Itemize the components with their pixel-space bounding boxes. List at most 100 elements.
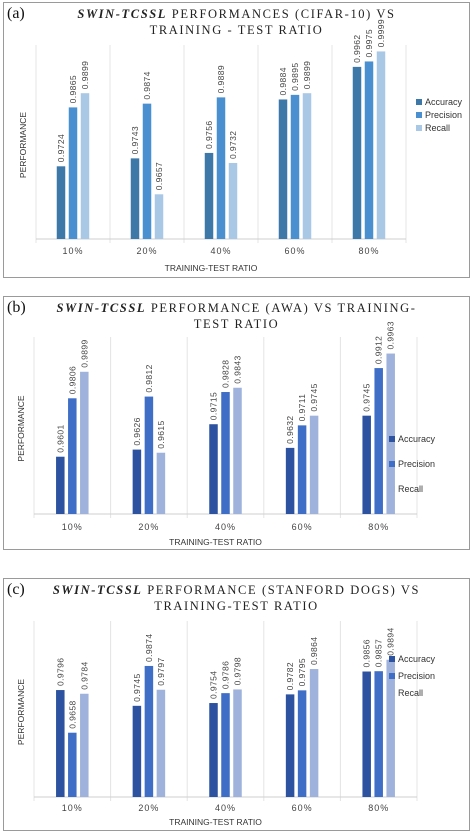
data-label: 0.9894	[386, 627, 396, 655]
bar	[376, 51, 386, 239]
bar	[290, 94, 300, 239]
bar	[386, 659, 395, 797]
data-label: 0.9782	[285, 662, 295, 690]
data-label: 0.9798	[233, 657, 243, 685]
legend-label: Accuracy	[398, 434, 436, 444]
panel-label: (c)	[7, 581, 25, 598]
bar	[302, 93, 312, 239]
legend-label: Precision	[425, 110, 462, 120]
bar	[144, 396, 154, 514]
chart-panel-stanford-dogs: (c) SWIN-TCSSL PERFORMANCE (STANFORD DOG…	[3, 578, 470, 831]
y-axis-title: PERFORMANCE	[16, 395, 26, 461]
data-label: 0.9895	[290, 62, 300, 90]
legend-label: Accuracy	[398, 654, 436, 664]
chart-title: SWIN-TCSSL PERFORMANCE (STANFORD DOGS) V…	[44, 582, 429, 614]
bar	[132, 449, 142, 514]
legend-label: Recall	[398, 688, 423, 698]
legend-swatch	[416, 112, 422, 118]
data-label: 0.9745	[362, 383, 372, 411]
legend-label: Precision	[398, 459, 435, 469]
bar	[68, 107, 78, 240]
legend-swatch	[389, 461, 395, 467]
bar	[142, 103, 152, 239]
x-tick-label: 60%	[292, 803, 313, 813]
data-label: 0.9784	[79, 661, 89, 689]
data-label: 0.9874	[142, 71, 152, 99]
data-label: 0.9745	[309, 383, 319, 411]
bar	[80, 693, 89, 797]
data-label: 0.9615	[156, 420, 166, 448]
legend-swatch	[389, 436, 395, 442]
panel-label: (a)	[7, 5, 25, 22]
data-label: 0.9857	[374, 639, 384, 667]
data-label: 0.9601	[55, 424, 65, 452]
x-axis-title: TRAINING-TEST RATIO	[169, 537, 262, 547]
data-label: 0.9828	[221, 360, 231, 388]
data-label: 0.9657	[154, 162, 164, 190]
chart-panel-awa: (b) SWIN-TCSSL PERFORMANCE (AWA) VS TRAI…	[3, 296, 470, 550]
data-label: 0.9724	[56, 134, 66, 162]
data-label: 0.9754	[209, 671, 219, 699]
chart-panel-cifar10: (a) SWIN-TCSSL PERFORMANCES (CIFAR-10) V…	[3, 2, 470, 278]
chart-title-line2: TRAINING - TEST RATIO	[149, 23, 324, 37]
bar-chart: 0.97240.98650.989910%0.97430.98740.96572…	[18, 19, 463, 273]
data-label: 0.9899	[79, 339, 89, 367]
chart-title: SWIN-TCSSL PERFORMANCES (CIFAR-10) VS TR…	[44, 6, 429, 38]
bar	[297, 425, 307, 514]
x-tick-label: 80%	[358, 246, 379, 256]
bar	[156, 689, 166, 797]
data-label: 0.9812	[144, 364, 154, 392]
x-tick-label: 20%	[136, 246, 157, 256]
chart-title-line2: TRAINING-TEST RATIO	[154, 599, 319, 613]
data-label: 0.9756	[204, 121, 214, 149]
x-tick-label: 60%	[292, 522, 313, 532]
chart-title-method: SWIN-TCSSL	[77, 7, 168, 21]
bar	[228, 162, 238, 239]
bar	[154, 194, 164, 239]
data-label: 0.9796	[55, 658, 65, 686]
bar	[221, 693, 230, 797]
bar	[130, 158, 140, 239]
chart-title: SWIN-TCSSL PERFORMANCE (AWA) VS TRAINING…	[44, 300, 429, 332]
x-tick-label: 10%	[62, 246, 83, 256]
y-axis-title: PERFORMANCE	[18, 112, 28, 178]
x-tick-label: 80%	[368, 522, 389, 532]
x-axis-title: TRAINING-TEST RATIO	[165, 263, 258, 273]
bar	[233, 387, 242, 514]
bar	[297, 690, 307, 797]
data-label: 0.9856	[362, 639, 372, 667]
data-label: 0.9806	[67, 366, 77, 394]
y-axis-title: PERFORMANCE	[16, 679, 26, 745]
x-tick-label: 40%	[210, 246, 231, 256]
data-label: 0.9745	[132, 673, 142, 701]
bar	[209, 424, 218, 514]
bar	[233, 689, 242, 797]
data-label: 0.9797	[156, 657, 166, 685]
bar	[374, 368, 383, 514]
bar	[144, 665, 154, 797]
data-label: 0.9884	[278, 67, 288, 95]
bar	[352, 66, 362, 240]
data-label: 0.9743	[130, 126, 140, 154]
x-tick-label: 40%	[215, 803, 236, 813]
data-label: 0.9711	[297, 394, 307, 422]
data-label: 0.9889	[216, 65, 226, 93]
x-tick-label: 20%	[138, 803, 159, 813]
chart-title-line2: TEST RATIO	[193, 317, 280, 331]
chart-title-method: SWIN-TCSSL	[52, 583, 143, 597]
legend-label: Recall	[398, 484, 423, 494]
data-label: 0.9732	[228, 131, 238, 159]
x-tick-label: 40%	[215, 522, 236, 532]
bar	[362, 415, 371, 514]
chart-title-line1: PERFORMANCE (STANFORD DOGS) VS	[142, 583, 421, 597]
bar	[278, 99, 288, 239]
legend-swatch	[389, 673, 395, 679]
bar	[285, 694, 295, 797]
bar	[309, 669, 319, 797]
bar	[209, 703, 218, 797]
data-label: 0.9795	[297, 658, 307, 686]
data-label: 0.9912	[374, 336, 384, 364]
data-label: 0.9843	[233, 355, 243, 383]
